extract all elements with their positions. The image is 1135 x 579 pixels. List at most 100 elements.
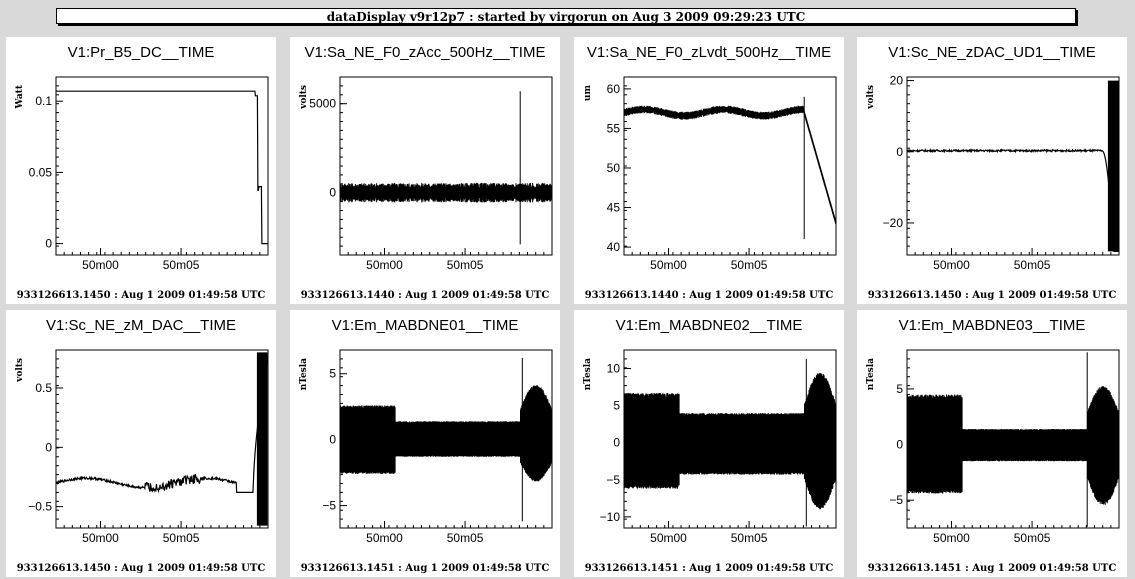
plot-title: V1:Sc_NE_zM_DAC__TIME [46,317,236,334]
plot-title: V1:Em_MABDNE01__TIME [332,317,519,334]
plot-title: V1:Sc_NE_zDAC_UD1__TIME [888,44,1096,61]
x-tick-label: 50m05 [1014,531,1051,545]
plot-data [624,358,836,527]
plot-footer-timestamp: 933126613.1451 : Aug 1 2009 01:49:58 UTC [868,563,1117,574]
plot-footer-timestamp: 933126613.1451 : Aug 1 2009 01:49:58 UTC [585,563,834,574]
y-tick-label: 0.05 [29,165,53,179]
plot-panel: V1:Em_MABDNE02__TIME nTesla −10 −5 0 5 10 50m00… [574,310,844,577]
x-tick-label: 50m05 [731,531,768,545]
y-tick-label: 5 [329,367,336,381]
series-line [56,355,268,494]
y-tick-label: 0 [45,440,52,454]
y-axis-label: volts [299,85,309,110]
plot-data [907,352,1119,527]
x-tick-label: 50m05 [1014,258,1051,272]
series-band [907,386,1119,505]
y-axis-label: volts [15,358,25,383]
y-axis-label: nTesla [583,358,593,390]
plot-title: V1:Em_MABDNE02__TIME [616,317,803,334]
plot-title: V1:Sa_NE_F0_zLvdt_500Hz__TIME [587,44,831,61]
plot-panel: V1:Sc_NE_zDAC_UD1__TIME volts −20 0 20 50m00 5… [857,37,1127,304]
y-tick-label: 0 [329,186,336,200]
plot-panel: V1:Em_MABDNE01__TIME nTesla −5 0 5 50m00 50m05… [290,310,560,577]
x-tick-label: 50m00 [650,258,687,272]
y-tick-label: 5 [613,399,620,413]
y-tick-label: 0 [896,145,903,159]
y-tick-label: −20 [883,216,904,230]
y-tick-label: −10 [600,510,621,524]
plot-svg: V1:Em_MABDNE03__TIME nTesla −5 0 5 50m00 50m05… [866,317,1120,574]
window-title: dataDisplay v9r12p7 : started by virgoru… [326,10,806,24]
y-axis-label: Watt [15,84,25,109]
y-axis-label: nTesla [866,358,876,390]
y-axis-label: nTesla [299,358,309,390]
plot-data [340,357,552,522]
series-line [907,147,1119,252]
y-tick-label: 0 [896,438,903,452]
plot-footer-timestamp: 933126613.1440 : Aug 1 2009 01:49:58 UTC [585,290,834,301]
plot-svg: V1:Em_MABDNE01__TIME nTesla −5 0 5 50m00 50m05… [299,317,553,574]
plot-panel: V1:Em_MABDNE03__TIME nTesla −5 0 5 50m00 50m05… [857,310,1127,577]
plot-frame [55,76,269,256]
y-tick-label: 10 [607,362,621,376]
plot-footer-timestamp: 933126613.1450 : Aug 1 2009 01:49:58 UTC [17,290,266,301]
y-tick-label: −5 [889,493,903,507]
plot-svg: V1:Pr_B5_DC__TIME Watt 0 0.05 0.1 50m00 50m05 9… [15,44,269,301]
x-tick-label: 50m00 [82,531,119,545]
plot-title: V1:Em_MABDNE03__TIME [899,317,1086,334]
y-tick-label: 0 [613,436,620,450]
x-tick-label: 50m00 [366,258,403,272]
y-tick-label: −5 [606,473,620,487]
x-tick-label: 50m05 [163,258,200,272]
y-tick-label: 20 [890,74,904,88]
y-tick-label: 0 [329,433,336,447]
x-tick-label: 50m00 [933,258,970,272]
y-tick-label: 40 [607,240,621,254]
plot-footer-timestamp: 933126613.1451 : Aug 1 2009 01:49:58 UTC [301,563,550,574]
series-band [340,182,552,203]
x-tick-label: 50m00 [366,531,403,545]
series-line [56,90,268,245]
y-tick-label: 45 [607,201,621,215]
plot-data [907,80,1119,252]
y-tick-label: 50 [607,161,621,175]
y-axis-label: um [583,85,593,102]
y-tick-label: 5 [896,382,903,396]
y-tick-label: 0 [45,237,52,251]
series-band [1107,80,1119,252]
plot-data [56,352,268,526]
plot-title: V1:Sa_NE_F0_zAcc_500Hz__TIME [305,44,546,61]
series-band [624,372,836,510]
plot-footer-timestamp: 933126613.1450 : Aug 1 2009 01:49:58 UTC [17,563,266,574]
y-tick-label: −5 [322,499,336,513]
window-title-bar: dataDisplay v9r12p7 : started by virgoru… [56,8,1076,24]
plot-data [624,96,836,240]
x-tick-label: 50m05 [731,258,768,272]
plot-panel: V1:Pr_B5_DC__TIME Watt 0 0.05 0.1 50m00 50m05 9… [6,37,276,304]
x-tick-label: 50m05 [447,531,484,545]
plot-svg: V1:Em_MABDNE02__TIME nTesla −10 −5 0 5 10 50m00… [583,317,837,574]
x-tick-label: 50m00 [933,531,970,545]
y-tick-label: 60 [607,82,621,96]
x-tick-label: 50m00 [650,531,687,545]
y-tick-label: −0.5 [28,500,52,514]
series-band [256,352,268,526]
plot-data [56,90,268,245]
plot-footer-timestamp: 933126613.1450 : Aug 1 2009 01:49:58 UTC [868,290,1117,301]
x-tick-label: 50m00 [82,258,119,272]
series-band [340,385,552,482]
plot-footer-timestamp: 933126613.1440 : Aug 1 2009 01:49:58 UTC [301,290,550,301]
plot-panel: V1:Sc_NE_zM_DAC__TIME volts −0.5 0 0.5 50m00 5… [6,310,276,577]
plot-frame [906,76,1120,256]
x-tick-label: 50m05 [163,531,200,545]
plot-data [340,91,552,245]
plot-title: V1:Pr_B5_DC__TIME [68,44,215,61]
plot-panel: V1:Sa_NE_F0_zAcc_500Hz__TIME volts 0 5000 50… [290,37,560,304]
y-tick-label: 55 [607,121,621,135]
